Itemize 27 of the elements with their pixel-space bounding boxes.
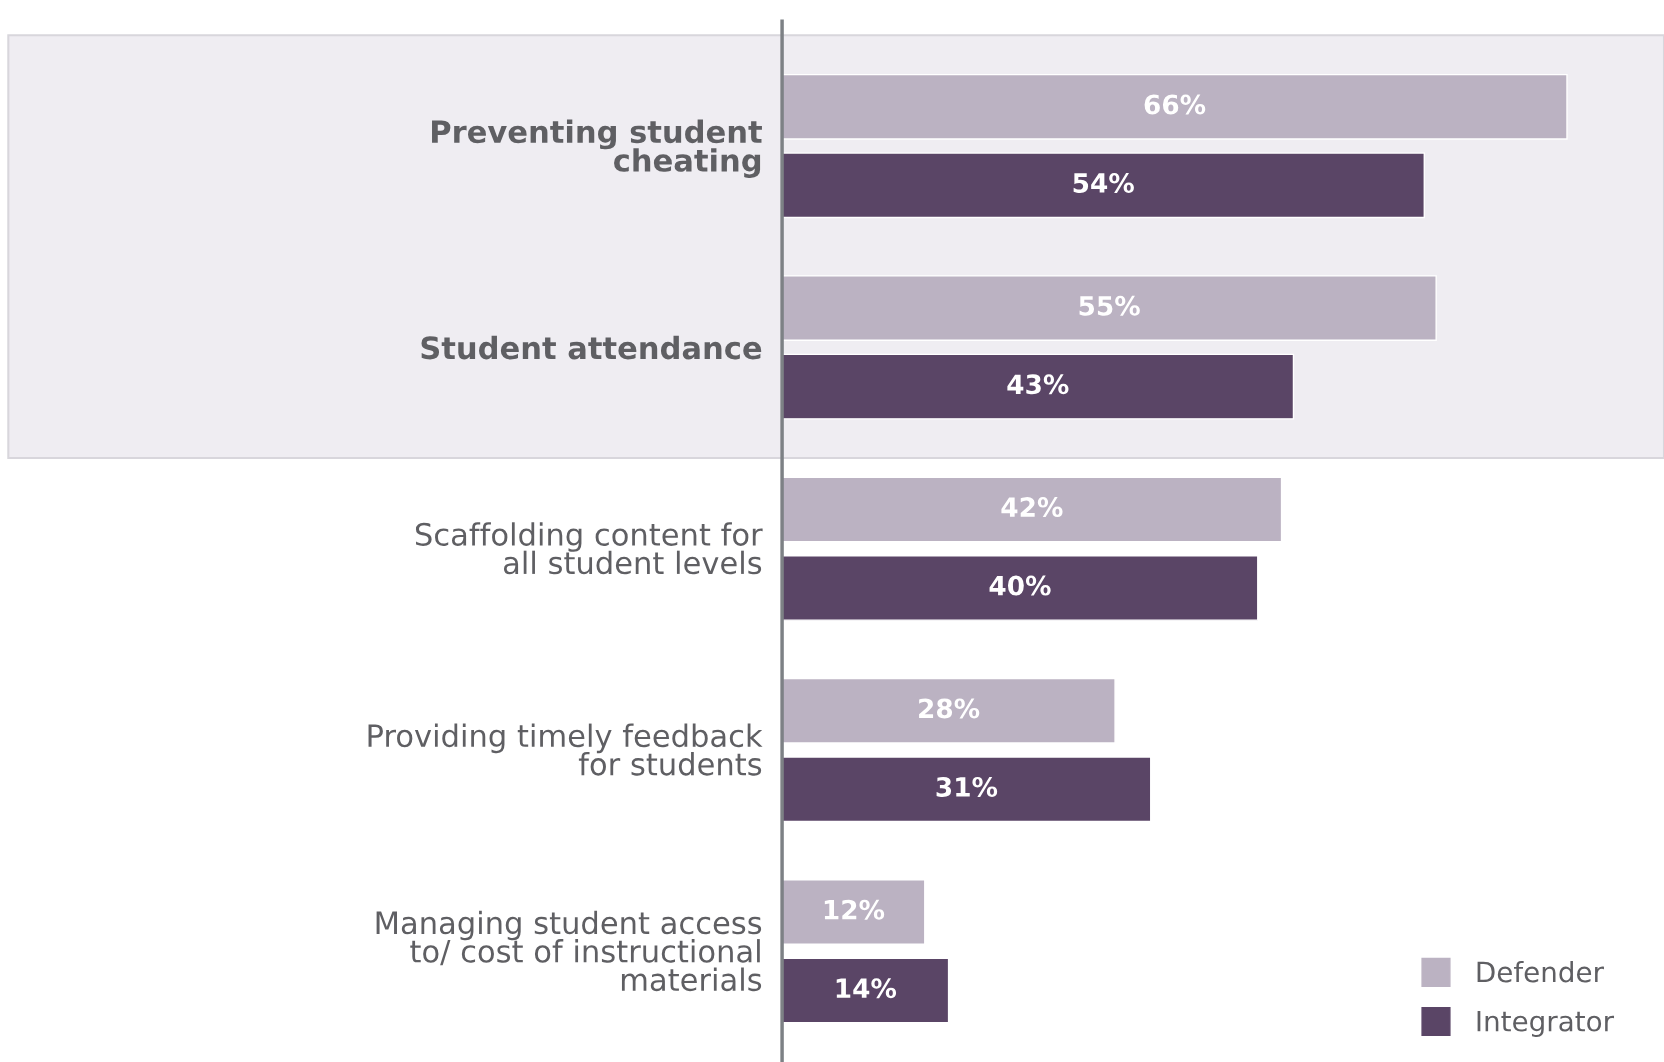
data-label: 31% — [936, 776, 998, 797]
data-label: 14% — [836, 978, 897, 999]
bar — [782, 957, 950, 1024]
bar — [782, 275, 1437, 342]
bar — [782, 353, 1295, 420]
data-label: 12% — [824, 899, 885, 920]
data-label: 54% — [1073, 173, 1134, 193]
y-tick-label: Student attendance — [421, 335, 762, 360]
bar — [782, 73, 1568, 140]
bar — [782, 555, 1259, 621]
bar — [782, 879, 926, 945]
data-label: 66% — [1144, 94, 1206, 115]
bar — [782, 476, 1283, 543]
data-label: 43% — [1007, 374, 1069, 395]
data-label: 40% — [989, 575, 1051, 596]
data-label: 28% — [919, 698, 980, 719]
y-tick-label: Scaffolding content for all student levels — [415, 522, 763, 575]
bar — [782, 756, 1152, 823]
y-tick-label: Preventing student cheating — [432, 119, 762, 178]
legend-label: Integrator — [1477, 1010, 1615, 1037]
bar — [782, 152, 1425, 219]
y-tick-label: Managing student access to/ cost of instructional materials — [376, 910, 762, 992]
y-tick-label: Providing timely feedback for students — [368, 723, 763, 776]
legend-label: Defender — [1477, 961, 1604, 983]
data-label: 42% — [1001, 497, 1063, 518]
data-label: 55% — [1079, 295, 1140, 316]
bar — [782, 677, 1116, 744]
